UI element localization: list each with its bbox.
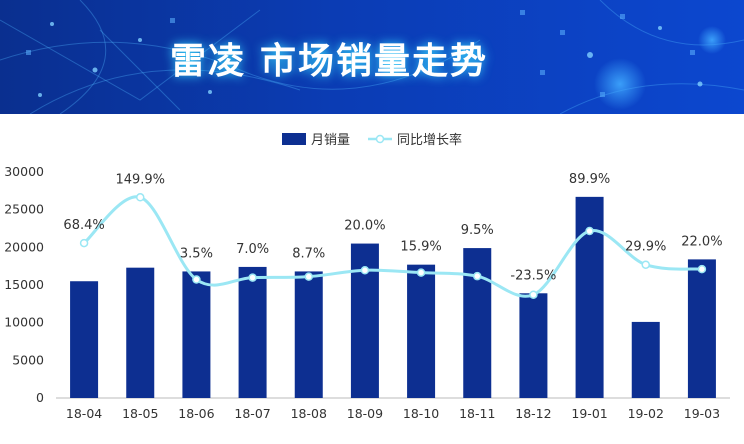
y-axis: 0 5000 10000 15000 20000 25000 30000 [4, 164, 44, 405]
growth-data-label: -23.5% [510, 268, 556, 283]
sales-bar [519, 293, 548, 398]
sales-chart: 月销量 同比增长率 0 5000 10000 15000 20000 25000 30000… [0, 114, 744, 440]
growth-point [641, 260, 650, 269]
x-tick-label: 18-04 [66, 406, 102, 421]
growth-point [79, 238, 89, 248]
y-tick-label: 5000 [12, 352, 44, 367]
x-tick-label: 18-08 [291, 406, 327, 421]
legend: 月销量 同比增长率 [282, 132, 462, 148]
sales-bar [70, 281, 99, 398]
growth-point [697, 264, 707, 274]
y-tick-label: 20000 [4, 239, 44, 254]
growth-data-label: 20.0% [344, 219, 385, 234]
header-banner: 雷凌 市场销量走势 [0, 0, 744, 114]
y-tick-label: 25000 [4, 202, 44, 217]
growth-data-label: 15.9% [400, 240, 441, 255]
x-tick-label: 19-01 [571, 406, 607, 421]
banner-title-part1: 雷凌 [170, 41, 247, 82]
growth-point [585, 226, 594, 236]
growth-point [248, 273, 257, 282]
x-axis: 18-04 18-05 18-06 18-07 18-08 18-09 18-10 18-11… [66, 406, 720, 421]
chart-svg: 月销量 同比增长率 0 5000 10000 15000 20000 25000 30000… [4, 132, 730, 421]
growth-data-label: 149.9% [115, 172, 165, 187]
sales-bar [238, 266, 267, 398]
growth-line-series: 68.4% 149.9% 3.5% 7.0% 8.7% 20.0% 15.9% 9.5% -23… [63, 172, 723, 299]
sales-bar [126, 267, 155, 398]
y-tick-label: 30000 [4, 164, 44, 179]
banner-title-part2: 市场销量走势 [260, 41, 489, 82]
x-tick-label: 19-03 [684, 406, 720, 421]
growth-data-label: 3.5% [180, 246, 213, 261]
growth-point [136, 193, 145, 202]
x-tick-label: 18-11 [459, 406, 495, 421]
x-tick-label: 18-06 [178, 406, 214, 421]
growth-point [416, 268, 426, 277]
y-tick-label: 10000 [4, 315, 44, 330]
sales-bar [294, 271, 323, 398]
growth-line [83, 195, 703, 298]
legend-bar-swatch [282, 133, 306, 145]
growth-data-label: 8.7% [292, 246, 325, 261]
x-tick-label: 18-07 [234, 406, 270, 421]
bar-series [70, 196, 716, 398]
banner-title: 雷凌 市场销量走势 [170, 32, 488, 84]
y-tick-label: 15000 [4, 277, 44, 292]
sales-bar [631, 321, 660, 398]
x-tick-label: 19-02 [628, 406, 664, 421]
legend-line-marker [375, 134, 385, 144]
growth-data-label: 68.4% [63, 218, 104, 233]
growth-data-label: 9.5% [461, 223, 494, 238]
legend-line-label: 同比增长率 [397, 132, 462, 148]
x-tick-label: 18-05 [122, 406, 158, 421]
x-tick-label: 18-12 [515, 406, 551, 421]
y-tick-label: 0 [36, 390, 44, 405]
network-background-graphic [0, 0, 744, 114]
growth-point [304, 272, 313, 281]
x-tick-label: 18-09 [347, 406, 383, 421]
growth-point [360, 266, 370, 275]
growth-data-label: 22.0% [681, 234, 722, 249]
growth-data-label: 29.9% [625, 240, 666, 255]
legend-bar-label: 月销量 [311, 133, 350, 148]
sales-bar [182, 271, 211, 398]
sales-bar [463, 248, 492, 398]
growth-data-label: 89.9% [569, 172, 610, 187]
growth-point [529, 290, 538, 299]
sales-bar [687, 259, 716, 398]
growth-point [473, 271, 482, 281]
sales-bar [407, 264, 436, 398]
growth-data-label: 7.0% [236, 242, 269, 257]
x-tick-label: 18-10 [403, 406, 439, 421]
growth-point [192, 275, 201, 284]
